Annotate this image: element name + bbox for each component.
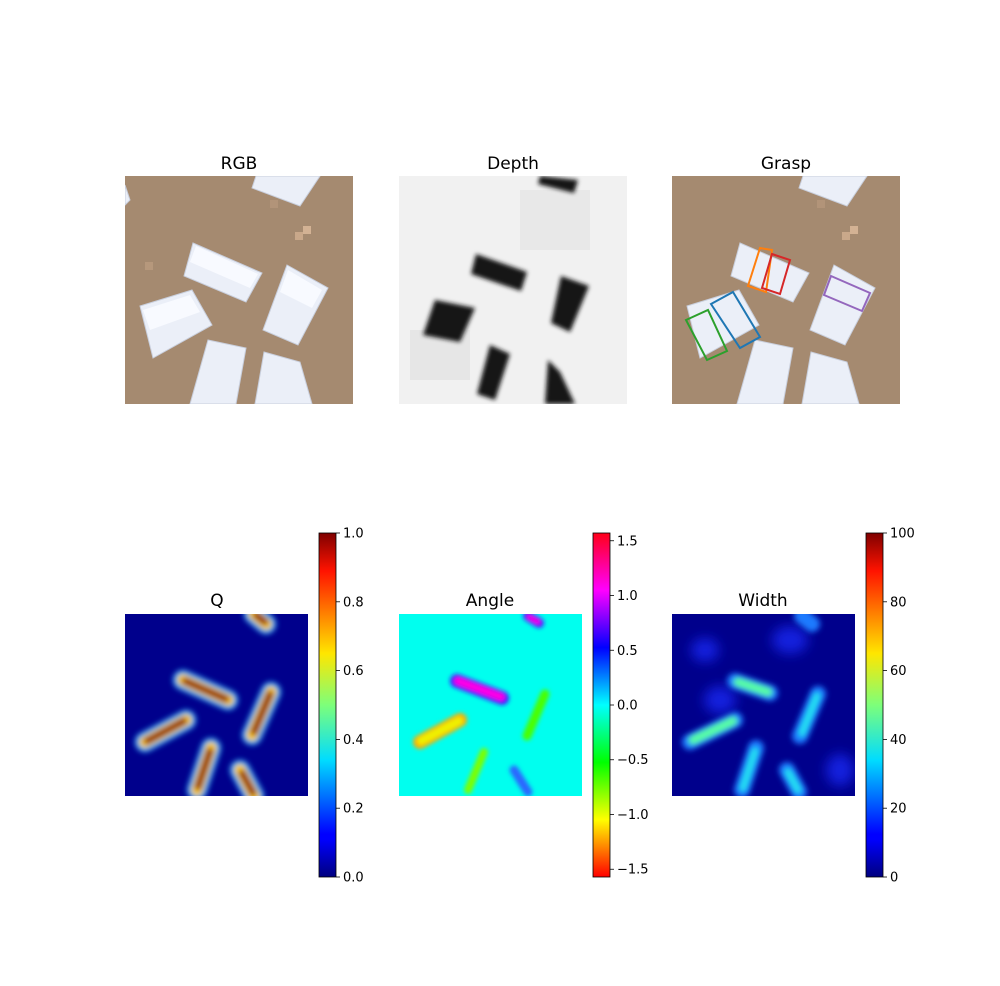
depth-image [399,176,627,404]
grasp-rect-red [760,252,792,296]
q-colorbar-tick-label: 0.8 [343,595,364,610]
width-colorbar-tick-label: 40 [890,733,907,748]
q-colorbar: 0.0 0.2 0.4 0.6 0.8 1.0 [318,527,364,886]
q-colorbar-tick-label: 0.2 [343,802,364,817]
panel-title-q: Q [210,591,223,611]
angle-heatmap [399,614,582,796]
panel-title-width: Width [738,591,787,611]
grasp-rect-purple [822,274,872,313]
width-heatmap [672,614,855,796]
q-colorbar-tick-label: 0.4 [343,733,364,748]
q-colorbar-tick-label: 1.0 [343,527,364,542]
width-colorbar-tick-label: 80 [890,595,907,610]
angle-colorbar-tick-label: −1.0 [617,808,649,823]
angle-colorbar: 1.5 1.0 0.5 0.0 −0.5 −1.0 −1.5 [592,532,649,878]
angle-colorbar-tick-label: 1.5 [617,534,638,549]
q-colorbar-tick-label: 0.6 [343,664,364,679]
grasp-rect-blue [709,290,762,350]
angle-colorbar-tick-label: 0.0 [617,699,638,714]
width-colorbar-tick-label: 100 [890,527,915,542]
width-colorbar-tick-label: 0 [890,871,898,886]
panel-title-angle: Angle [466,591,514,611]
angle-colorbar-tick-label: 0.5 [617,644,638,659]
panel-title-depth: Depth [487,154,539,174]
grasp-rect-green [684,308,729,362]
q-colorbar-tick-label: 0.0 [343,871,364,886]
panel-title-rgb: RGB [221,154,258,174]
grasp-rect-orange [746,246,774,294]
q-heatmap [125,614,308,796]
width-colorbar: 0 20 40 60 80 100 [865,527,915,886]
width-colorbar-tick-label: 20 [890,802,907,817]
panel-title-grasp: Grasp [761,154,811,174]
angle-colorbar-tick-label: −1.5 [617,863,649,878]
angle-colorbar-tick-label: 1.0 [617,589,638,604]
width-colorbar-tick-label: 60 [890,664,907,679]
rgb-image [125,176,353,404]
angle-colorbar-tick-label: −0.5 [617,753,649,768]
grasp-image [672,176,900,404]
